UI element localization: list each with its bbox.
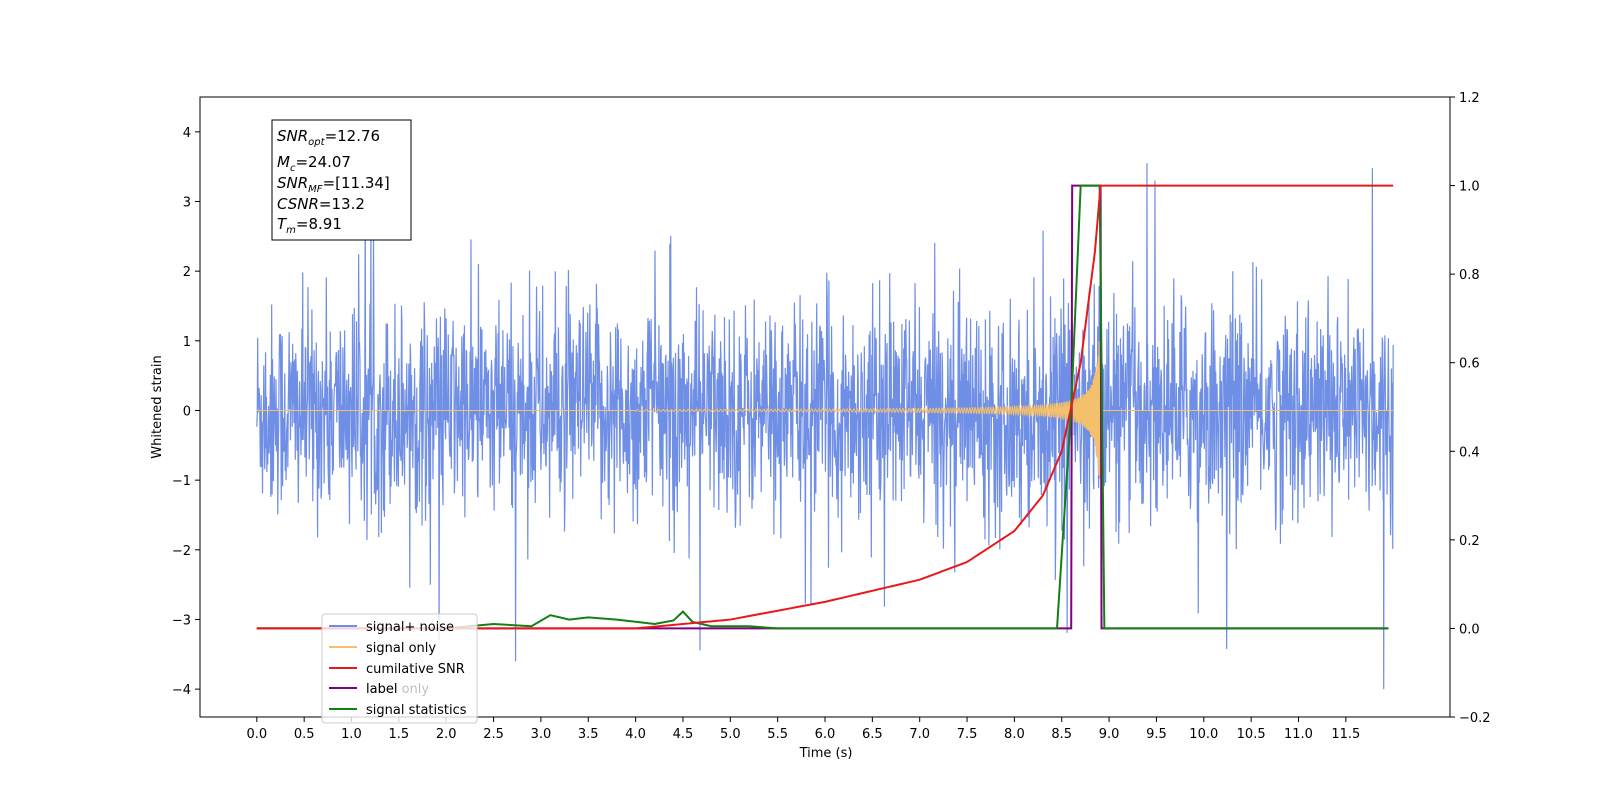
legend-ghost-label: label only [366,682,429,697]
y2-tick-label: −0.2 [1459,711,1491,726]
y-tick-label: −3 [172,613,191,628]
y-tick-label: −2 [172,544,191,559]
signal-statistics-line [256,184,1389,630]
x-tick-label: 10.5 [1237,727,1266,742]
x-tick-label: 0.0 [246,727,267,742]
signal-noise-line [256,163,1394,690]
x-tick-label: 9.5 [1146,727,1167,742]
y2-tick-label: 1.0 [1459,180,1480,195]
annotation-tm: Tm=8.91 [277,215,342,236]
y2-tick-label: 0.8 [1459,268,1480,283]
x-axis: 0.0 0.5 1.0 1.5 2.0 2.5 3.0 3.5 4.0 4.5 5.0 5.5 6.0 6… [246,717,1360,742]
legend-frame [321,613,478,724]
x-tick-label: 9.0 [1099,727,1120,742]
annotation-snr-mf: SNRMF=[11.34] [277,174,390,195]
y-axis-label: Whitened strain [150,355,165,458]
legend-label-signal-only: signal only [366,641,436,656]
x-tick-label: 10.0 [1189,727,1218,742]
x-tick-label: 11.0 [1284,727,1313,742]
legend-label-cumulative-snr: cumilative SNR [366,662,465,677]
y-axis-right: 1.2 1.0 0.8 0.6 0.4 0.2 0.0 −0.2 [1450,91,1491,726]
x-tick-label: 4.0 [625,727,646,742]
plot-area [256,163,1394,690]
x-tick-label: 2.0 [436,727,457,742]
legend: signal+ noise signal only cumilative SNR… [321,613,478,724]
x-tick-label: 5.0 [720,727,741,742]
annotation-snr-opt: SNRopt=12.76 [277,127,380,148]
x-tick-label: 3.5 [578,727,599,742]
y-tick-label: 4 [183,126,191,141]
y-tick-label: −4 [172,683,191,698]
x-tick-label: 4.5 [673,727,694,742]
x-axis-label: Time (s) [799,746,853,761]
y-tick-label: 0 [183,404,191,419]
y2-tick-label: 1.2 [1459,91,1480,106]
x-tick-label: 6.0 [815,727,836,742]
legend-label-label: label [366,682,397,697]
y-tick-label: 2 [183,265,191,280]
x-tick-label: 7.5 [957,727,978,742]
y2-tick-label: 0.2 [1459,534,1480,549]
y2-tick-label: 0.0 [1459,622,1480,637]
y-tick-label: 1 [183,335,191,350]
annotation-box: SNRopt=12.76 Mc=24.07 SNRMF=[11.34] CSNR… [271,119,412,241]
x-tick-label: 7.0 [909,727,930,742]
y-tick-label: 3 [183,195,191,210]
cumulative-snr-line [256,184,1394,630]
x-tick-label: 8.5 [1051,727,1072,742]
annotation-frame [271,119,412,241]
x-tick-label: 6.5 [862,727,883,742]
signal-only-line [256,341,1394,479]
x-tick-label: 2.5 [483,727,504,742]
legend-label-signal-noise: signal+ noise [366,620,454,635]
x-tick-label: 8.0 [1004,727,1025,742]
y2-tick-label: 0.6 [1459,357,1480,372]
x-tick-label: 5.5 [767,727,788,742]
y-tick-label: −1 [172,474,191,489]
x-tick-label: 11.5 [1331,727,1360,742]
y2-tick-label: 0.4 [1459,445,1480,460]
x-tick-label: 0.5 [294,727,315,742]
x-tick-label: 3.0 [531,727,552,742]
legend-label-signal-statistics: signal statistics [366,703,467,718]
y-axis-left: 4 3 2 1 0 −1 −2 −3 −4 [172,126,200,698]
x-tick-label: 1.0 [341,727,362,742]
annotation-csnr: CSNR=13.2 [277,195,365,213]
annotation-mc: Mc=24.07 [277,153,351,174]
x-tick-label: 1.5 [389,727,410,742]
